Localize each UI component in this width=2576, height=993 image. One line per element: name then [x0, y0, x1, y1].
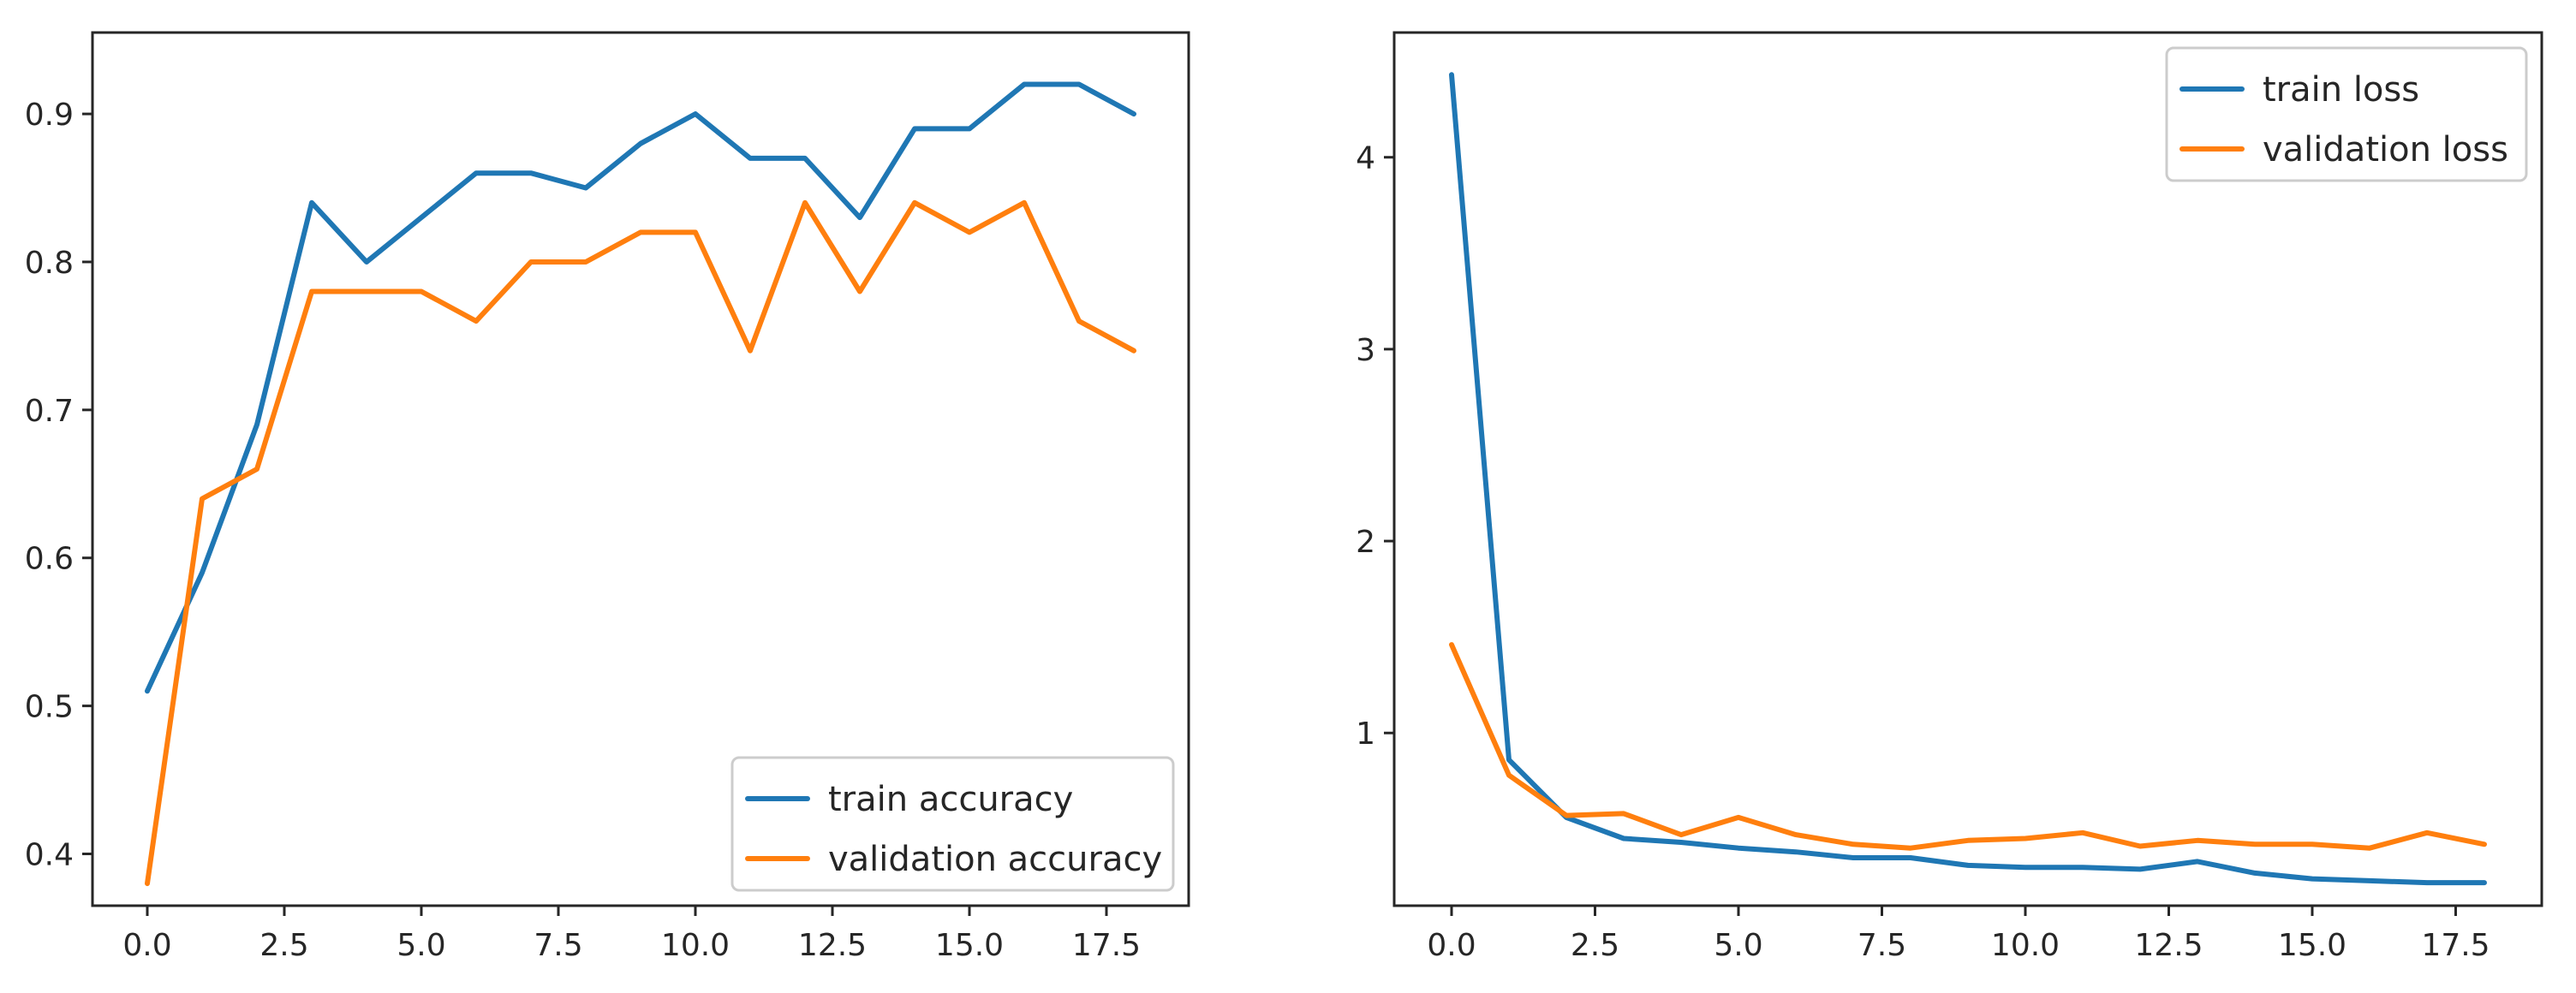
plot-frame — [91, 31, 1190, 907]
x-tick-label: 12.5 — [798, 928, 867, 963]
validation-accuracy-line — [145, 199, 1136, 887]
x-tick-label: 17.5 — [2421, 928, 2490, 963]
train-loss-line — [1449, 72, 2487, 886]
accuracy-chart: 0.0 2.5 5.0 7.5 10.0 12.5 15.0 17.5 0.4 0.5 0.6 0.7… — [25, 31, 1190, 963]
x-tick-label: 2.5 — [259, 928, 308, 963]
train-accuracy-legend-label: train accuracy — [828, 780, 1073, 819]
y-tick-label: 0.4 — [25, 837, 74, 872]
x-tick-label: 17.5 — [1072, 928, 1141, 963]
x-tick-label: 15.0 — [2278, 928, 2346, 963]
y-tick-label: 2 — [1356, 525, 1375, 560]
x-tick-label: 7.5 — [534, 928, 582, 963]
y-tick-label: 4 — [1356, 141, 1375, 176]
x-tick-label: 5.0 — [397, 928, 445, 963]
y-tick-label: 0.6 — [25, 542, 74, 577]
y-tick-label: 1 — [1356, 717, 1375, 752]
legend: train loss validation loss — [2165, 46, 2528, 182]
x-tick-label: 2.5 — [1571, 928, 1619, 963]
x-tick-label: 10.0 — [661, 928, 730, 963]
y-tick-label: 3 — [1356, 333, 1375, 368]
x-tick-label: 10.0 — [1991, 928, 2060, 963]
validation-accuracy-legend-label: validation accuracy — [828, 840, 1162, 879]
plot-frame — [1392, 31, 2543, 907]
y-tick-label: 0.7 — [25, 394, 74, 429]
y-tick-label: 0.5 — [25, 690, 74, 725]
legend: train accuracy validation accuracy — [730, 756, 1175, 892]
y-tick-label: 0.8 — [25, 246, 74, 281]
legend-box — [730, 756, 1175, 892]
x-tick-label: 12.5 — [2134, 928, 2203, 963]
validation-loss-legend-label: validation loss — [2263, 130, 2508, 169]
x-tick-label: 0.0 — [1427, 928, 1476, 963]
x-tick-label: 5.0 — [1714, 928, 1762, 963]
x-tick-label: 15.0 — [935, 928, 1004, 963]
y-tick-label: 0.9 — [25, 98, 74, 133]
loss-chart: 0.0 2.5 5.0 7.5 10.0 12.5 15.0 17.5 1 2 3 4 train lo… — [1356, 31, 2543, 963]
x-tick-label: 0.0 — [122, 928, 171, 963]
x-tick-label: 7.5 — [1857, 928, 1906, 963]
train-loss-legend-label: train loss — [2263, 70, 2419, 110]
train-accuracy-line — [145, 81, 1136, 694]
validation-loss-line — [1449, 642, 2487, 851]
legend-box — [2165, 46, 2528, 182]
